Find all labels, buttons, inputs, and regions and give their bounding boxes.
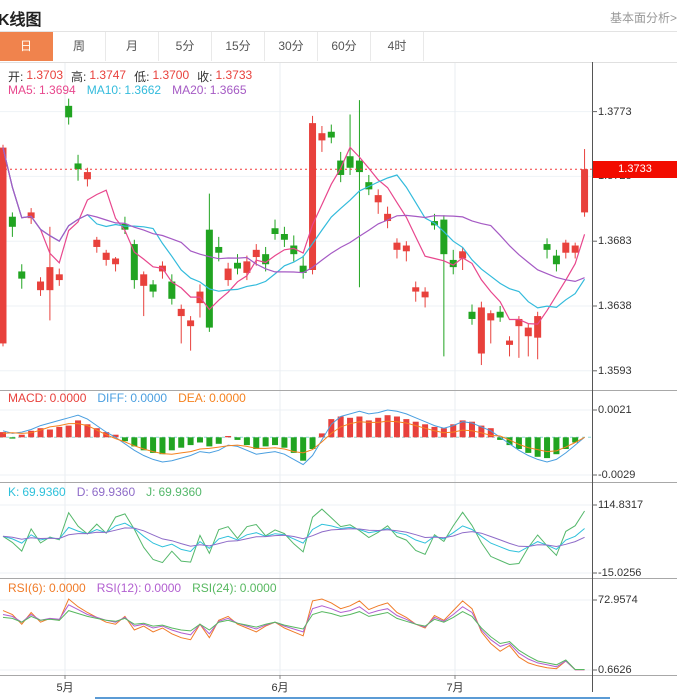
rsi24-value: 0.0000 [239, 581, 277, 595]
fundamental-analysis-link[interactable]: 基本面分析> [609, 11, 677, 25]
widget-header: K线图 基本面分析> [0, 0, 677, 32]
k-value: 69.9360 [22, 485, 66, 499]
ma5-value: 1.3694 [39, 83, 76, 97]
high-label: 高: [71, 70, 87, 84]
y-axis-label: 1.3638 [598, 300, 632, 312]
rsi-legend: RSI(6): 0.0000 RSI(12): 0.0000 RSI(24): 0.0… [8, 581, 277, 595]
tab-60min[interactable]: 60分 [318, 32, 371, 61]
x-axis-label-july: 7月 [446, 682, 464, 694]
tab-month[interactable]: 月 [106, 32, 159, 61]
x-axis-label-june: 6月 [271, 682, 289, 694]
current-price-tag: 1.3733 [593, 160, 677, 178]
period-tab-bar: 日 周 月 5分 15分 30分 60分 4时 [0, 32, 677, 61]
diff-label: DIFF: [97, 391, 128, 405]
macd-value: 0.0000 [49, 391, 87, 405]
y-axis-label: 1.3683 [598, 235, 632, 248]
ma10-label: MA10: [86, 83, 122, 97]
macd-label: MACD: [8, 391, 47, 405]
rsi6-label: RSI(6): [8, 581, 47, 595]
tab-week[interactable]: 周 [53, 32, 106, 61]
y-axis-label: -0.0029 [598, 469, 636, 481]
rsi12-value: 0.0000 [144, 581, 182, 595]
rsi24-label: RSI(24): [192, 581, 237, 595]
d-label: D: [76, 485, 89, 499]
rsi12-label: RSI(12): [96, 581, 142, 595]
close-label: 收: [197, 70, 213, 84]
kline-chart-canvas[interactable] [0, 62, 677, 693]
low-value: 1.3700 [152, 68, 190, 82]
k-label: K: [8, 485, 20, 499]
d-value: 69.9360 [91, 485, 136, 499]
rsi6-value: 0.0000 [49, 581, 86, 595]
ma20-value: 1.3665 [209, 83, 247, 97]
open-value: 1.3703 [26, 68, 64, 82]
y-axis-label: -15.0256 [598, 567, 642, 579]
x-axis-label-may: 5月 [56, 682, 74, 694]
ma10-value: 1.3662 [124, 83, 162, 97]
j-label: J: [146, 485, 156, 499]
page-title: K线图 [0, 12, 42, 29]
j-value: 69.9360 [158, 485, 202, 499]
ma-legend: MA5: 1.3694 MA10: 1.3662 MA20: 1.3665 [8, 83, 247, 97]
y-axis-label: 114.8317 [598, 499, 644, 511]
scroll-indicator[interactable] [95, 697, 610, 699]
high-value: 1.3747 [89, 68, 127, 82]
ma20-label: MA20: [172, 83, 207, 97]
y-axis-label: 0.6626 [598, 664, 632, 676]
tab-30min[interactable]: 30分 [265, 32, 318, 61]
kdj-legend: K: 69.9360 D: 69.9360 J: 69.9360 [8, 485, 202, 499]
dea-value: 0.0000 [209, 391, 246, 405]
tab-5min[interactable]: 5分 [159, 32, 212, 61]
close-value: 1.3733 [215, 68, 253, 82]
ohlc-legend: 开: 1.3703 高: 1.3747 低: 1.3700 收: 1.3733 [8, 68, 252, 85]
low-label: 低: [134, 70, 150, 84]
tab-day[interactable]: 日 [0, 32, 53, 61]
macd-legend: MACD: 0.0000 DIFF: 0.0000 DEA: 0.0000 [8, 391, 246, 405]
y-axis-label: 1.3593 [598, 364, 632, 377]
open-label: 开: [8, 70, 24, 84]
y-axis-label: 72.9574 [598, 594, 638, 606]
diff-value: 0.0000 [130, 391, 168, 405]
ma5-label: MA5: [8, 83, 37, 97]
tab-4hour[interactable]: 4时 [371, 32, 424, 61]
tab-15min[interactable]: 15分 [212, 32, 265, 61]
dea-label: DEA: [178, 391, 207, 405]
y-axis-label: 1.3773 [598, 105, 632, 118]
y-axis-label: 0.0021 [598, 404, 632, 416]
